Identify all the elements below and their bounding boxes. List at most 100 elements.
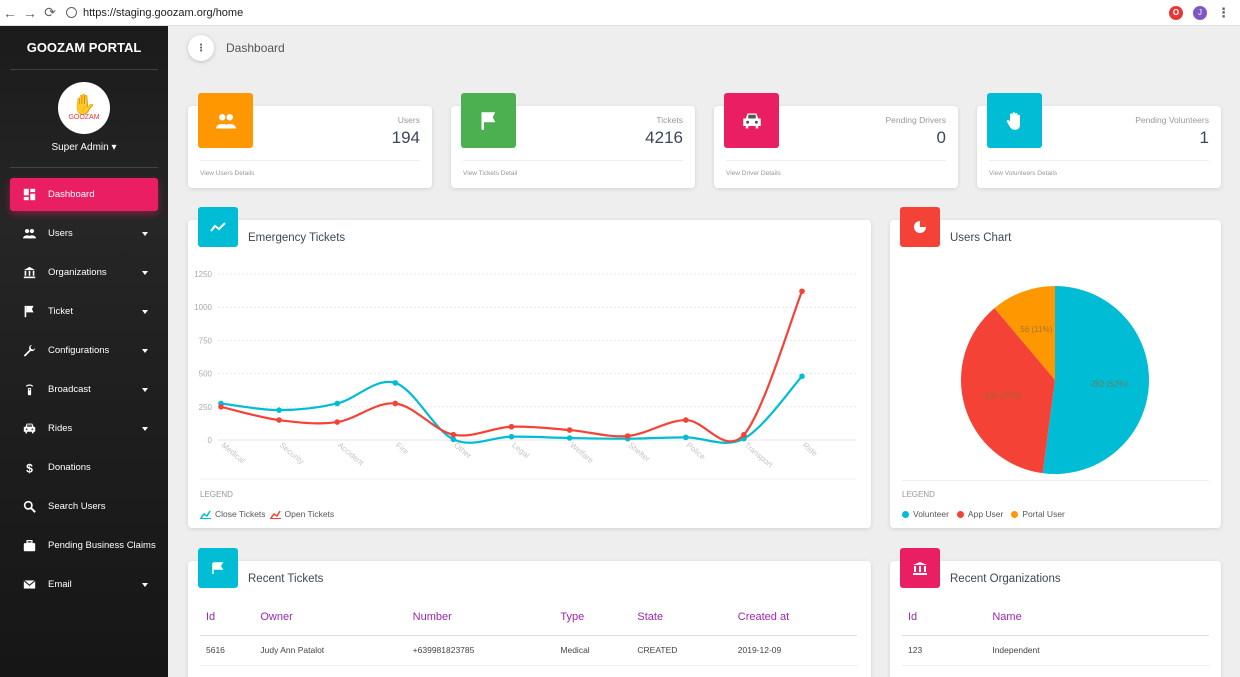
table-cell: 2019-12-09 — [731, 635, 857, 666]
emergency-tickets-card: Emergency Tickets 0 250 500 750 1000 1250 Medi… — [188, 207, 871, 528]
open-tickets-point[interactable] — [392, 400, 399, 407]
portal-user-legend-label: Portal User — [1022, 509, 1065, 519]
sidebar-item-label: Rides — [48, 423, 73, 434]
close-tickets-point[interactable] — [799, 373, 805, 380]
open-tickets-point[interactable] — [799, 288, 805, 295]
dollar-icon: $ — [22, 461, 36, 474]
sidebar-item-configurations[interactable]: Configurations — [10, 334, 158, 367]
y-tick-label: 1250 — [194, 270, 212, 279]
browser-menu-icon[interactable]: ⋮ — [1217, 4, 1230, 20]
profile-section: ✋ GOOZAM Super Admin ▾ — [10, 70, 158, 168]
close-tickets-legend-icon — [200, 510, 211, 519]
close-tickets-point[interactable] — [334, 400, 340, 407]
sidebar-menu: Dashboard Users Organizations Ticket Configu… — [0, 178, 168, 601]
y-tick-label: 0 — [208, 436, 213, 445]
stat-details-link[interactable]: View Users Details — [200, 160, 420, 177]
open-tickets-point[interactable] — [276, 417, 282, 423]
user-role-label: Super Admin — [51, 142, 109, 153]
column-header: Type — [554, 599, 632, 636]
open-tickets-point[interactable] — [683, 417, 689, 423]
column-header: Id — [902, 599, 987, 636]
back-icon[interactable]: ← — [3, 4, 17, 21]
forward-icon[interactable]: → — [23, 4, 37, 21]
column-header: State — [631, 599, 732, 636]
user-role-dropdown[interactable]: Super Admin ▾ — [51, 142, 117, 153]
mail-icon — [22, 578, 36, 591]
x-tick-label: Ride — [801, 441, 820, 459]
open-tickets-point[interactable] — [508, 423, 515, 430]
portal-user-slice[interactable] — [994, 286, 1055, 380]
volunteer-slice[interactable] — [1042, 286, 1149, 474]
stat-value: 0 — [936, 128, 946, 147]
x-tick-label: Welfare — [568, 441, 595, 466]
open-tickets-point[interactable] — [334, 419, 340, 425]
table-cell: 5616 — [200, 635, 255, 666]
volunteer-slice-label: 262 (52%) — [1091, 380, 1128, 389]
open-tickets-line — [220, 290, 804, 443]
close-tickets-point[interactable] — [566, 435, 573, 441]
address-bar[interactable]: https://staging.goozam.org/home — [66, 7, 243, 19]
stat-details-link[interactable]: View Driver Details — [726, 160, 946, 177]
emergency-tickets-chart: 0 250 500 750 1000 1250 Medical Security Acciden… — [194, 270, 856, 480]
sidebar-item-label: Configurations — [48, 345, 110, 356]
people-icon — [22, 227, 36, 240]
open-tickets-point[interactable] — [566, 427, 573, 433]
open-tickets-point[interactable] — [218, 404, 224, 410]
stat-details-link[interactable]: View Volunteers Details — [989, 160, 1209, 177]
stat-details-link[interactable]: View Tickets Detail — [463, 160, 683, 177]
sidebar-item-search-users[interactable]: Search Users — [10, 490, 158, 523]
app-user-slice[interactable] — [961, 308, 1055, 474]
people-icon — [198, 93, 253, 148]
site-info-icon[interactable] — [66, 7, 77, 18]
table-row[interactable]: 123 Independent — [902, 635, 1209, 666]
topbar: ⋮ Dashboard — [188, 35, 285, 61]
table-row[interactable]: 5616 Judy Ann Patalot +639981823785 Medical… — [200, 635, 857, 666]
close-tickets-point[interactable] — [508, 433, 515, 440]
profile-avatar[interactable]: J — [1193, 5, 1207, 20]
y-tick-label: 750 — [199, 336, 213, 345]
car-icon — [22, 422, 36, 435]
timeline-icon — [198, 207, 238, 247]
chevron-down-icon — [142, 427, 148, 431]
close-tickets-point[interactable] — [450, 436, 457, 443]
sidebar-item-ticket[interactable]: Ticket — [10, 295, 158, 328]
recent-organizations-title: Recent Organizations — [950, 573, 1061, 585]
table-cell: Judy Ann Patalot — [254, 635, 407, 666]
volunteer-legend-dot — [902, 510, 909, 518]
close-tickets-point[interactable] — [276, 407, 282, 413]
sidebar-item-dashboard[interactable]: Dashboard — [10, 178, 158, 211]
brand-title[interactable]: GOOZAM PORTAL — [10, 26, 158, 70]
stat-card-pending-volunteers: Pending Volunteers 1 View Volunteers Det… — [977, 93, 1221, 188]
logo-text: GOOZAM — [68, 113, 100, 121]
sidebar-item-organizations[interactable]: Organizations — [10, 256, 158, 289]
bank-icon — [900, 548, 940, 588]
recent-tickets-table: Id Owner Number Type State Created at 5616 Judy… — [200, 599, 857, 666]
sidebar-item-users[interactable]: Users — [10, 217, 158, 250]
sidebar-toggle-button[interactable]: ⋮ — [188, 35, 214, 61]
sidebar-item-donations[interactable]: $ Donations — [10, 451, 158, 484]
url-text[interactable]: https://staging.goozam.org/home — [83, 6, 244, 19]
open-tickets-point[interactable] — [741, 431, 747, 438]
sidebar-item-pending-business-claims[interactable]: Pending Business Claims — [10, 529, 158, 562]
column-header: Created at — [731, 599, 857, 636]
close-tickets-point[interactable] — [683, 434, 689, 441]
open-tickets-point[interactable] — [624, 433, 631, 439]
table-cell: Independent — [986, 635, 1209, 666]
hand-logo-icon: ✋ — [71, 93, 97, 116]
sidebar-item-rides[interactable]: Rides — [10, 412, 158, 445]
sidebar-item-broadcast[interactable]: Broadcast — [10, 373, 158, 406]
open-tickets-point[interactable] — [450, 431, 457, 438]
reload-icon[interactable]: ⟳ — [44, 4, 56, 20]
extension-icon[interactable]: O — [1169, 5, 1183, 20]
close-tickets-point[interactable] — [392, 380, 399, 386]
sidebar-item-email[interactable]: Email — [10, 568, 158, 601]
dashboard-icon — [22, 188, 36, 201]
sidebar: GOOZAM PORTAL ✋ GOOZAM Super Admin ▾ Das… — [0, 26, 168, 677]
x-tick-label: Security — [278, 441, 306, 466]
table-cell: 123 — [902, 635, 987, 666]
sidebar-item-label: Users — [48, 228, 73, 239]
goozam-logo: ✋ GOOZAM — [58, 82, 110, 134]
sidebar-item-label: Search Users — [48, 501, 106, 512]
x-tick-label: Legal — [510, 441, 531, 461]
users-chart-card: Users Chart 262 (52%) 185 (37%) 56 (11%) L… — [890, 207, 1221, 528]
